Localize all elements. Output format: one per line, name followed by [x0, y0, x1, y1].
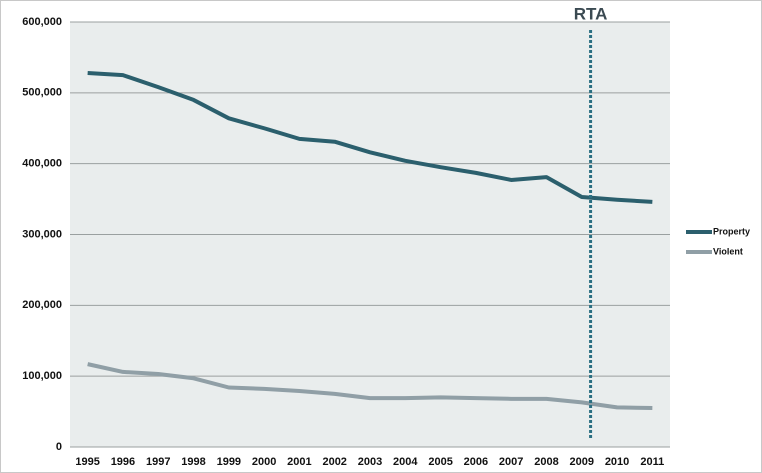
x-tick-label: 2002 [322, 456, 346, 468]
x-tick-label: 2009 [570, 456, 594, 468]
y-tick-label: 600,000 [22, 16, 62, 28]
x-tick-label: 1999 [217, 456, 241, 468]
x-tick-label: 1995 [75, 456, 99, 468]
x-tick-label: 2004 [393, 456, 418, 468]
y-tick-label: 100,000 [22, 370, 62, 382]
x-tick-label: 2011 [640, 456, 664, 468]
x-tick-label: 1997 [146, 456, 170, 468]
legend-label: Property [713, 226, 750, 236]
y-tick-label: 300,000 [22, 228, 62, 240]
x-tick-label: 2008 [534, 456, 558, 468]
y-tick-label: 200,000 [22, 299, 62, 311]
x-tick-label: 2005 [428, 456, 452, 468]
x-tick-label: 2001 [287, 456, 311, 468]
x-tick-label: 2003 [358, 456, 382, 468]
x-tick-label: 2010 [605, 456, 629, 468]
x-tick-label: 2000 [252, 456, 276, 468]
y-tick-label: 400,000 [22, 158, 62, 170]
series-line [87, 362, 653, 411]
x-tick-label: 1996 [111, 456, 135, 468]
x-tick-label: 1998 [181, 456, 205, 468]
y-tick-label: 500,000 [22, 87, 62, 99]
annotation-label: RTA [574, 4, 608, 23]
x-tick-label: 2007 [499, 456, 523, 468]
x-tick-label: 2006 [464, 456, 488, 468]
series-line [87, 71, 653, 204]
y-tick-label: 0 [56, 441, 62, 453]
legend-label: Violent [713, 246, 743, 256]
